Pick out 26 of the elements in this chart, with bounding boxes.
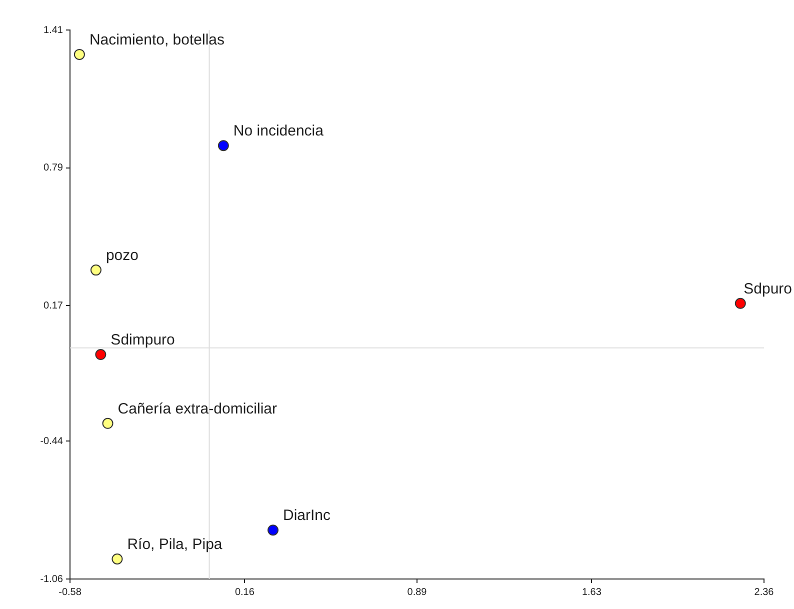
x-tick-label: 0.89 — [407, 586, 428, 598]
point — [102, 418, 114, 429]
annotation: Sdpuro — [744, 280, 792, 298]
annotation: Nacimiento, botellas — [89, 31, 225, 48]
point — [95, 349, 106, 360]
annotation: pozo — [106, 247, 138, 264]
annotation: DiarInc — [283, 507, 332, 524]
y-tick-label: 0.17 — [44, 300, 64, 312]
point — [734, 298, 746, 309]
y-tick-label: -0.44 — [40, 436, 64, 447]
annotation: Sdimpuro — [110, 332, 175, 349]
annotation: Río, Pila, Pipa — [127, 536, 223, 553]
x-tick-label: 0.16 — [234, 586, 255, 598]
x-tick-label: 2.36 — [754, 586, 774, 598]
annotation: No incidencia — [233, 122, 324, 140]
annotation: Cañería extra-domiciliar — [118, 400, 278, 418]
point — [268, 524, 279, 536]
point — [74, 48, 85, 60]
point — [218, 140, 229, 152]
y-tick-label: -1.06 — [40, 574, 64, 585]
point — [90, 264, 102, 276]
y-tick-label: 1.41 — [44, 24, 64, 36]
y-tick-label: 0.79 — [44, 162, 64, 174]
point — [112, 553, 123, 564]
x-tick-label: -0.58 — [58, 586, 82, 598]
x-tick-label: 1.63 — [582, 586, 602, 598]
